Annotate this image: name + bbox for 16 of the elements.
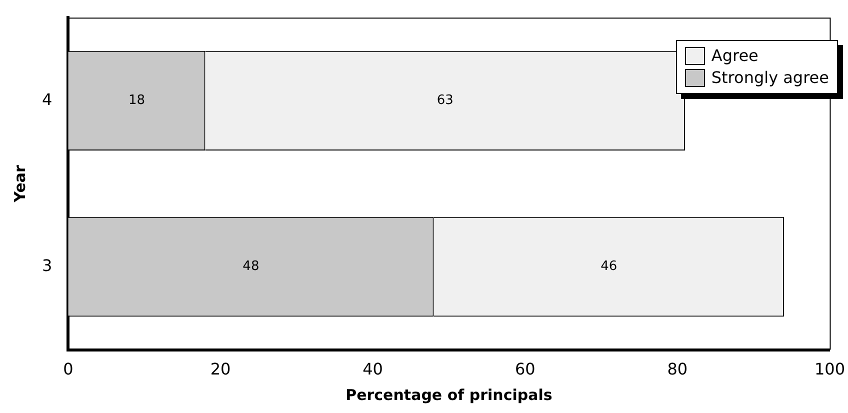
x-tick-label: 60: [514, 360, 536, 379]
x-tick-label: 100: [814, 360, 846, 379]
x-tick-label: 20: [210, 360, 231, 379]
data-label: 63: [436, 93, 454, 108]
y-axis-title: Year: [10, 164, 29, 204]
legend-label: Strongly agree: [711, 66, 829, 89]
x-tick-label: 40: [362, 360, 383, 379]
x-tick-label: 80: [667, 360, 688, 379]
series-label: Agree: [711, 44, 758, 67]
x-tick-label: 0: [63, 360, 74, 379]
data-label: 46: [600, 259, 618, 274]
data-label: 18: [128, 93, 145, 108]
y-tick-label: 4: [42, 90, 52, 109]
y-tick-label: 3: [42, 256, 52, 275]
x-axis-title: Percentage of principals: [346, 386, 552, 404]
data-label: 48: [242, 259, 260, 274]
